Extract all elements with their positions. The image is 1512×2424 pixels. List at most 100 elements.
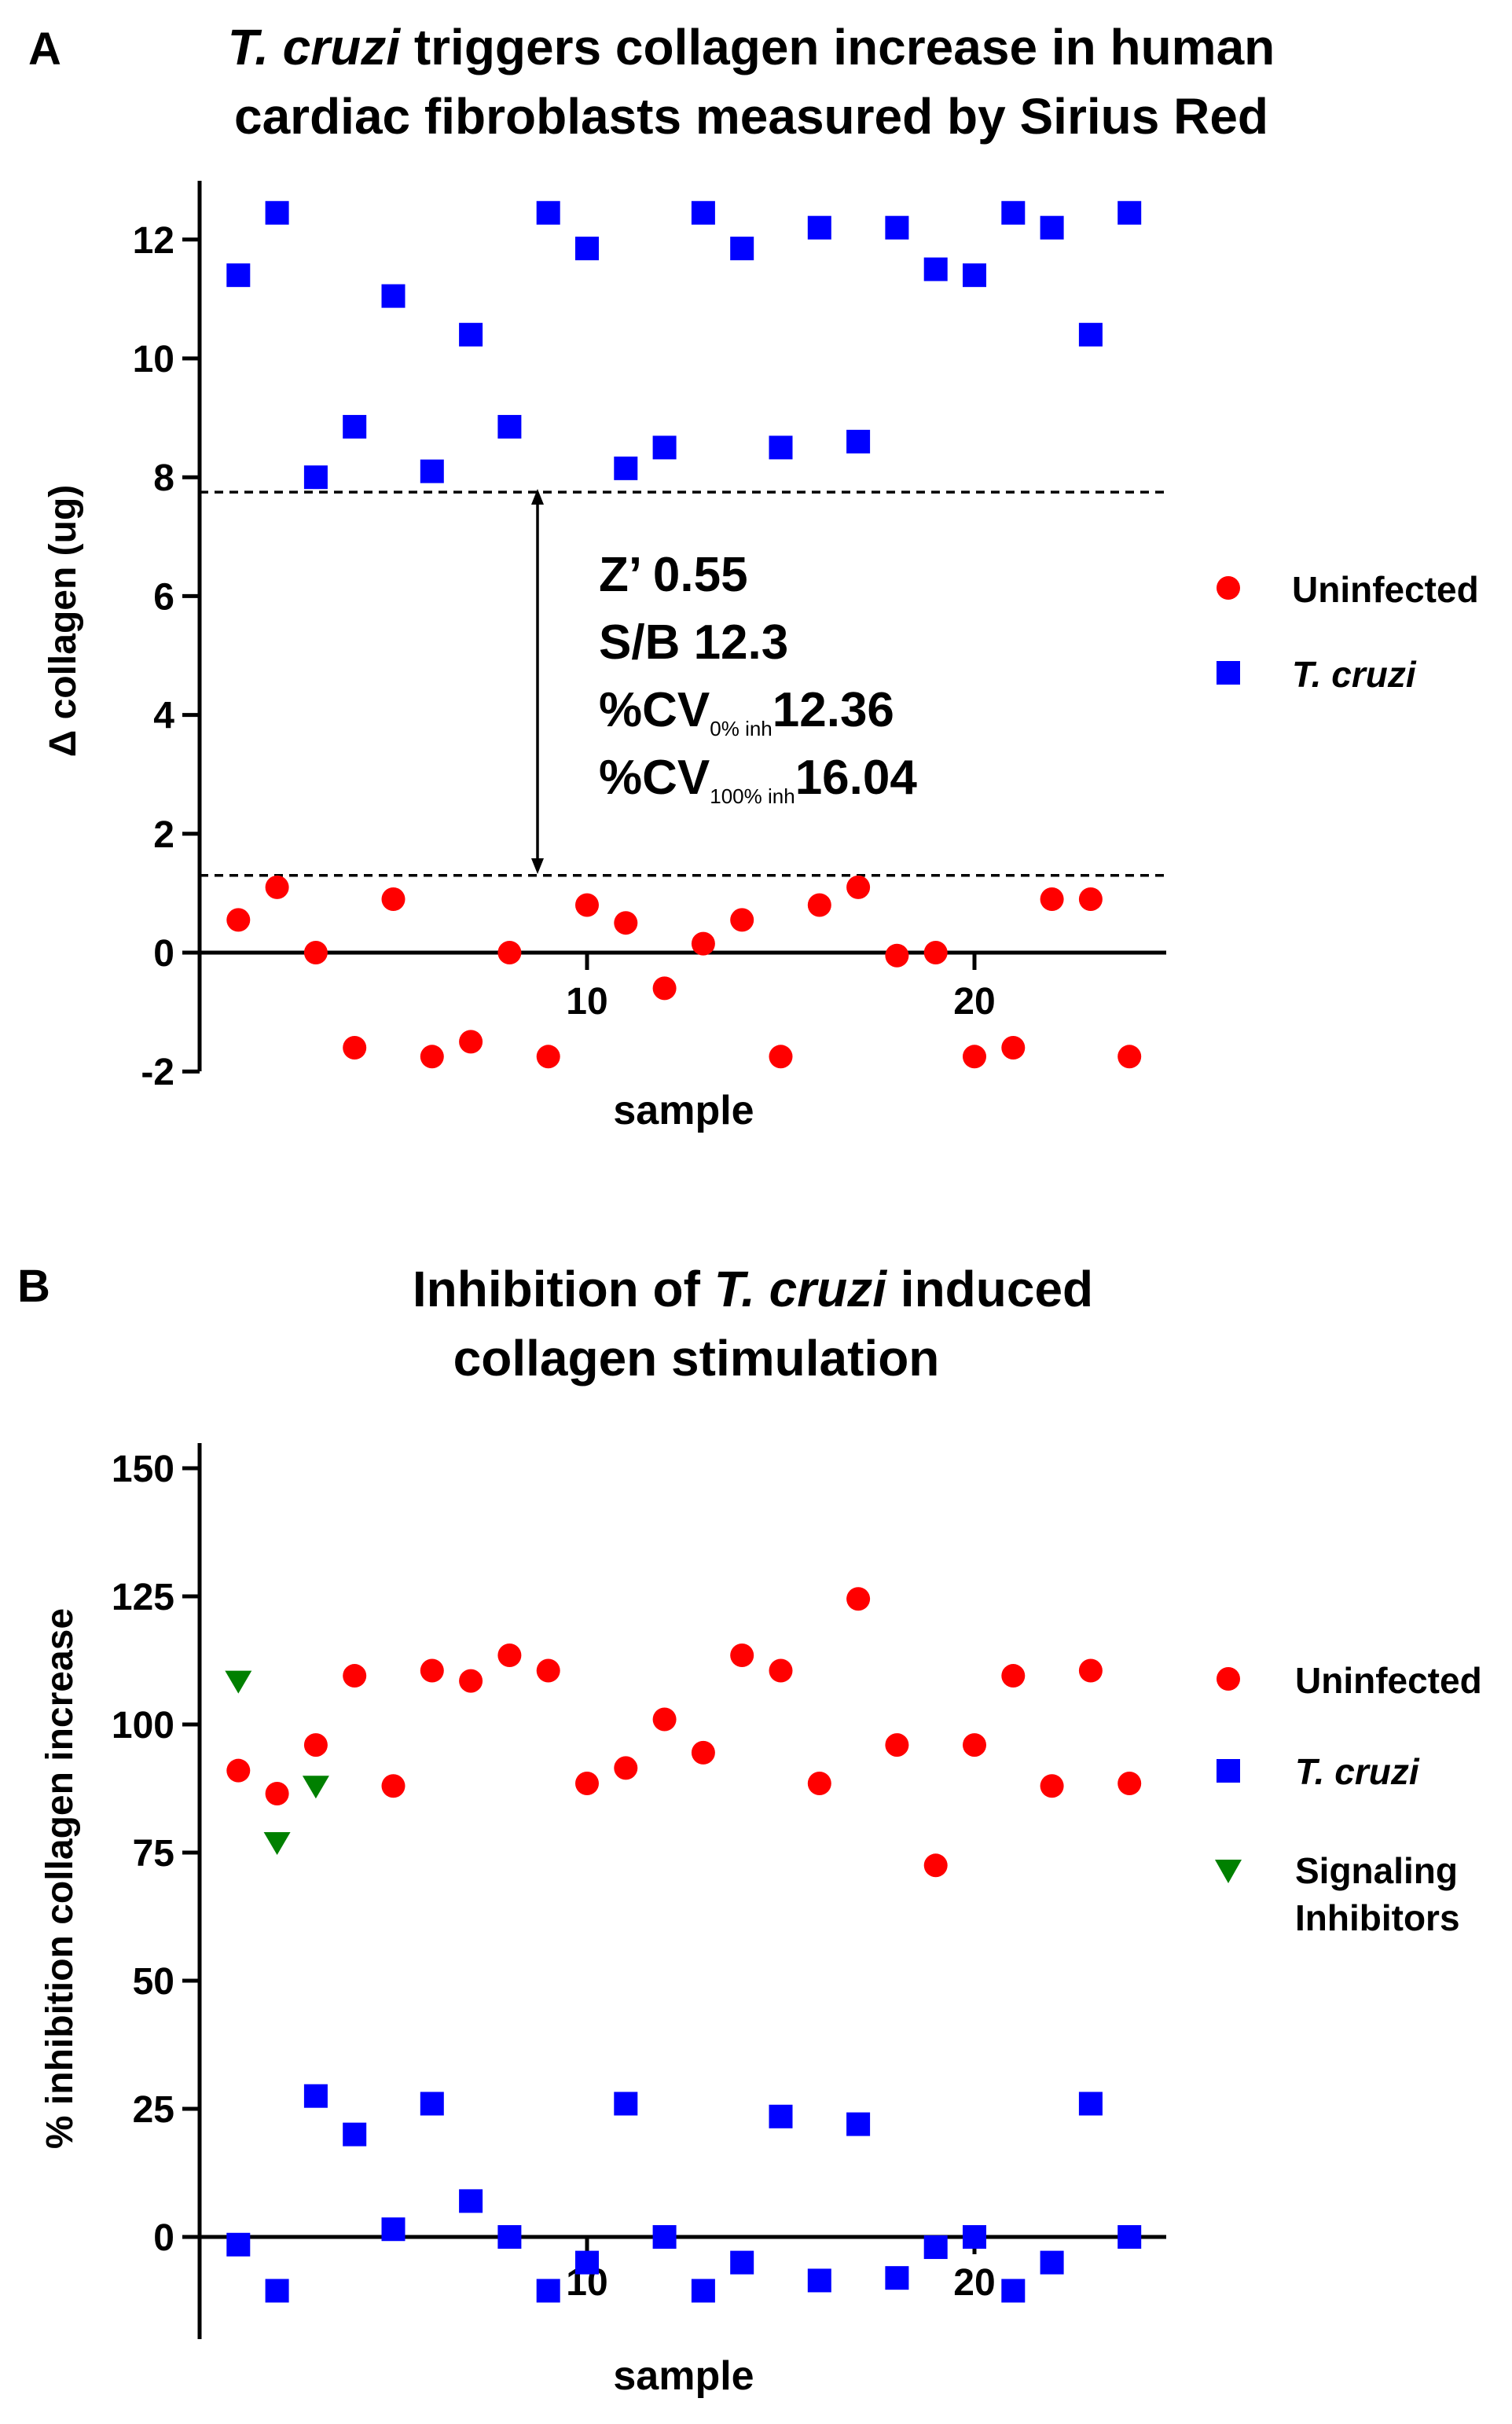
point-uninfected: [885, 1733, 909, 1757]
point-uninfected: [1117, 1045, 1142, 1069]
point-t-cruzi: [652, 435, 677, 460]
y-tick-label: -2: [141, 1052, 174, 1093]
cv0-prefix: %CV: [599, 683, 710, 737]
point-t-cruzi: [1001, 2279, 1026, 2303]
panel-a: A T. cruzi triggers collagen increase in…: [28, 19, 1479, 1133]
point-t-cruzi: [343, 414, 367, 439]
cv0-subscript: 0% inh: [710, 717, 773, 740]
panel-a-x-ticks: 10 20: [566, 953, 996, 1023]
legend-b-tcruzi-marker: [1217, 1759, 1240, 1783]
point-uninfected: [807, 1771, 831, 1795]
point-t-cruzi: [963, 263, 986, 288]
point-t-cruzi: [1078, 2092, 1103, 2116]
panel-a-title-italic: T. cruzi: [228, 19, 402, 75]
panel-b-y-label: % inhibition collagen increase: [39, 1608, 81, 2149]
panel-b-title-post: induced: [886, 1261, 1093, 1317]
panel-b-letter: B: [17, 1261, 50, 1312]
y-tick-label: 50: [133, 1961, 174, 2003]
point-uninfected: [343, 1035, 367, 1060]
panel-b-x-ticks: 10 20: [566, 2237, 996, 2304]
point-uninfected: [226, 908, 251, 932]
y-tick-label: 75: [133, 1833, 174, 1875]
legend-b-tcruzi-label: T. cruzi: [1295, 1751, 1420, 1792]
panel-b-title-italic: T. cruzi: [714, 1261, 888, 1317]
point-t-cruzi: [1001, 200, 1026, 225]
point-t-cruzi: [652, 2225, 677, 2249]
point-t-cruzi: [303, 465, 328, 490]
point-uninfected: [381, 887, 406, 911]
cv100-prefix: %CV: [599, 751, 710, 805]
point-t-cruzi: [575, 2250, 599, 2275]
panel-b-legend: Uninfected T. cruzi Signaling Inhibitors: [1215, 1660, 1482, 1938]
panel-a-title-line2: cardiac fibroblasts measured by Sirius R…: [234, 88, 1268, 145]
point-uninfected: [807, 893, 831, 917]
point-t-cruzi: [265, 2279, 289, 2303]
point-t-cruzi: [536, 2279, 560, 2303]
point-t-cruzi: [303, 2084, 328, 2108]
point-uninfected: [652, 976, 677, 1001]
point-uninfected: [885, 943, 909, 968]
point-t-cruzi: [691, 2279, 715, 2303]
point-t-cruzi: [497, 414, 522, 439]
point-uninfected: [1078, 1658, 1103, 1683]
point-uninfected: [459, 1669, 483, 1693]
panel-b-y-ticks: 0 25 50 75 100 125 150: [112, 1449, 200, 2259]
point-uninfected: [575, 893, 599, 917]
point-t-cruzi: [1040, 215, 1064, 240]
point-t-cruzi: [923, 257, 948, 281]
panel-a-y-ticks: -2 0 2 4 6 8 10 12: [133, 220, 200, 1093]
panel-a-legend: Uninfected T. cruzi: [1217, 569, 1479, 695]
legend-a-tcruzi-label: T. cruzi: [1292, 654, 1417, 695]
point-uninfected: [846, 875, 871, 899]
point-t-cruzi: [420, 459, 444, 483]
point-uninfected: [303, 1733, 328, 1757]
panel-b-title-pre: Inhibition of: [413, 1261, 714, 1317]
cv0-value: 12.36: [773, 683, 894, 737]
point-signaling-inhibitors: [302, 1776, 329, 1799]
y-tick-label: 150: [112, 1449, 174, 1490]
point-uninfected: [265, 1782, 289, 1806]
point-uninfected: [1001, 1035, 1026, 1060]
y-tick-label: 8: [153, 457, 174, 499]
point-uninfected: [652, 1707, 677, 1732]
y-tick-label: 125: [112, 1577, 174, 1618]
panel-a-range-arrow: [531, 489, 544, 874]
point-uninfected: [923, 1853, 948, 1878]
point-uninfected: [769, 1045, 793, 1069]
point-uninfected: [769, 1658, 793, 1683]
legend-a-uninfected-marker: [1217, 576, 1240, 600]
cv100-subscript: 100% inh: [710, 784, 795, 808]
point-t-cruzi: [963, 2225, 986, 2249]
x-tick-label: 20: [953, 2262, 995, 2304]
point-t-cruzi: [807, 215, 831, 240]
annotation-z-prime: Z’ 0.55: [599, 548, 748, 602]
point-uninfected: [420, 1045, 444, 1069]
point-t-cruzi: [226, 2232, 251, 2257]
legend-a-uninfected-label: Uninfected: [1292, 569, 1479, 610]
point-t-cruzi: [343, 2122, 367, 2147]
legend-a-tcruzi-marker: [1217, 661, 1240, 685]
panel-a-y-label: Δ collagen (ug): [42, 485, 84, 758]
point-uninfected: [1117, 1771, 1142, 1795]
point-t-cruzi: [730, 237, 754, 261]
point-t-cruzi: [536, 200, 560, 225]
point-uninfected: [614, 1756, 638, 1780]
point-t-cruzi: [226, 263, 251, 288]
point-uninfected: [536, 1658, 560, 1683]
panel-a-plot: -2 0 2 4 6 8 10 12 10 20 Z’ 0.55 S/B 12.3 %CV0% …: [42, 181, 1166, 1133]
point-t-cruzi: [923, 2235, 948, 2260]
point-uninfected: [614, 911, 638, 935]
point-uninfected: [1078, 887, 1103, 911]
panel-a-reference-lines: [200, 490, 1166, 877]
panel-b-plot: 0 25 50 75 100 125 150 10 20 sample % inhibitio…: [39, 1443, 1166, 2399]
point-uninfected: [691, 1740, 715, 1765]
point-t-cruzi: [846, 429, 871, 454]
point-uninfected: [343, 1664, 367, 1688]
panel-a-x-label: sample: [613, 1088, 754, 1133]
point-t-cruzi: [1040, 2250, 1064, 2275]
panel-b-title-line1: Inhibition of T. cruzi induced: [413, 1261, 1093, 1317]
point-t-cruzi: [459, 322, 483, 347]
cv100-value: 16.04: [795, 751, 918, 805]
point-t-cruzi: [730, 2250, 754, 2275]
